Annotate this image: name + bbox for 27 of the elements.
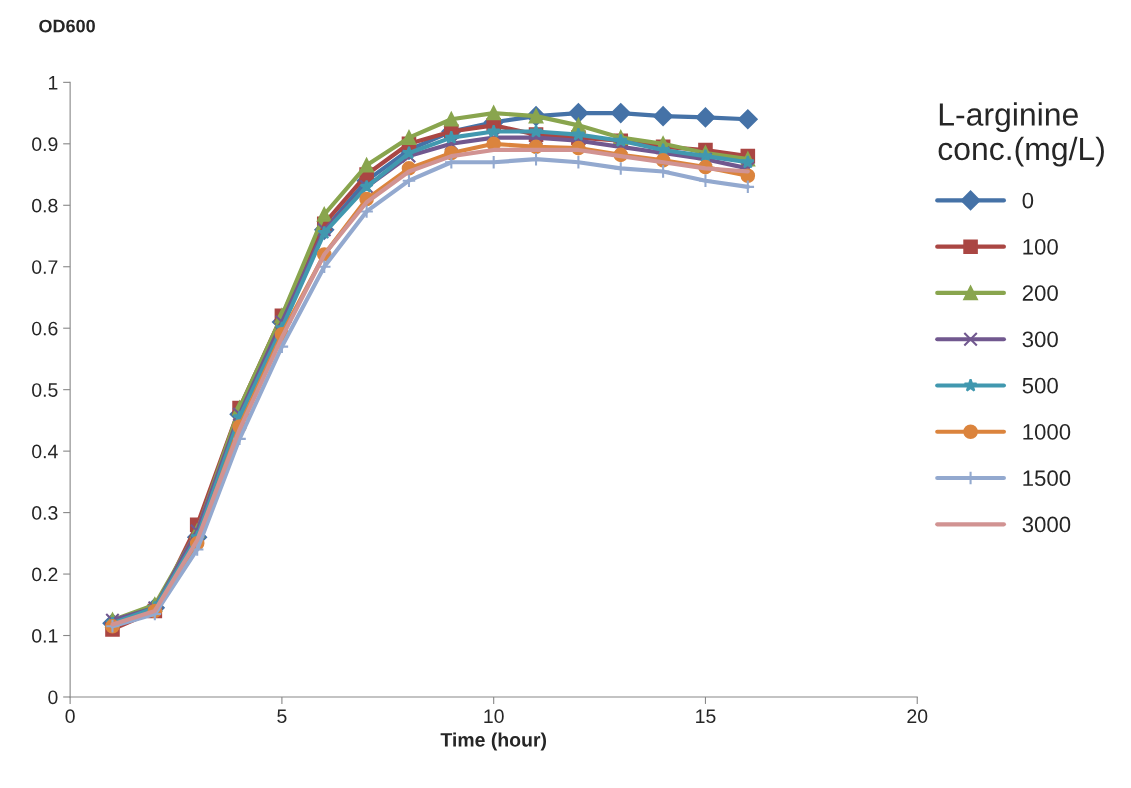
x-tick-label: 20	[907, 709, 928, 724]
legend-label: 3000	[1022, 516, 1071, 533]
y-tick-label: 0.5	[32, 383, 58, 397]
x-axis-title: Time (hour)	[440, 732, 547, 751]
y-tick-label: 0.3	[32, 506, 58, 520]
y-tick-label: 0.7	[32, 260, 58, 274]
y-tick-label: 0	[48, 690, 58, 705]
legend-label: 100	[1023, 238, 1058, 255]
x-tick-label: 5	[277, 709, 287, 724]
y-tick-label: 1	[48, 76, 58, 90]
y-tick-label: 0.1	[32, 628, 58, 643]
x-tick-label: 15	[696, 709, 716, 724]
legend-label: 300	[1022, 331, 1058, 348]
legend-label: 0	[1022, 192, 1034, 209]
legend-label: 200	[1022, 285, 1058, 301]
y-tick-label: 0.2	[32, 567, 58, 582]
legend-title: L-arginine conc.(mg/L)	[938, 102, 1104, 167]
legend-label: 1000	[1023, 424, 1071, 440]
x-tick-label: 10	[484, 709, 504, 724]
y-tick-label: 0.6	[32, 321, 58, 336]
y-tick-label: 0.9	[32, 137, 58, 152]
x-tick-label: 0	[65, 709, 75, 724]
y-axis-title: OD600	[39, 19, 95, 33]
legend-label: 500	[1022, 377, 1058, 394]
y-tick-label: 0.8	[32, 198, 58, 213]
legend-label: 1500	[1023, 470, 1071, 487]
y-tick-label: 0.4	[32, 444, 58, 459]
